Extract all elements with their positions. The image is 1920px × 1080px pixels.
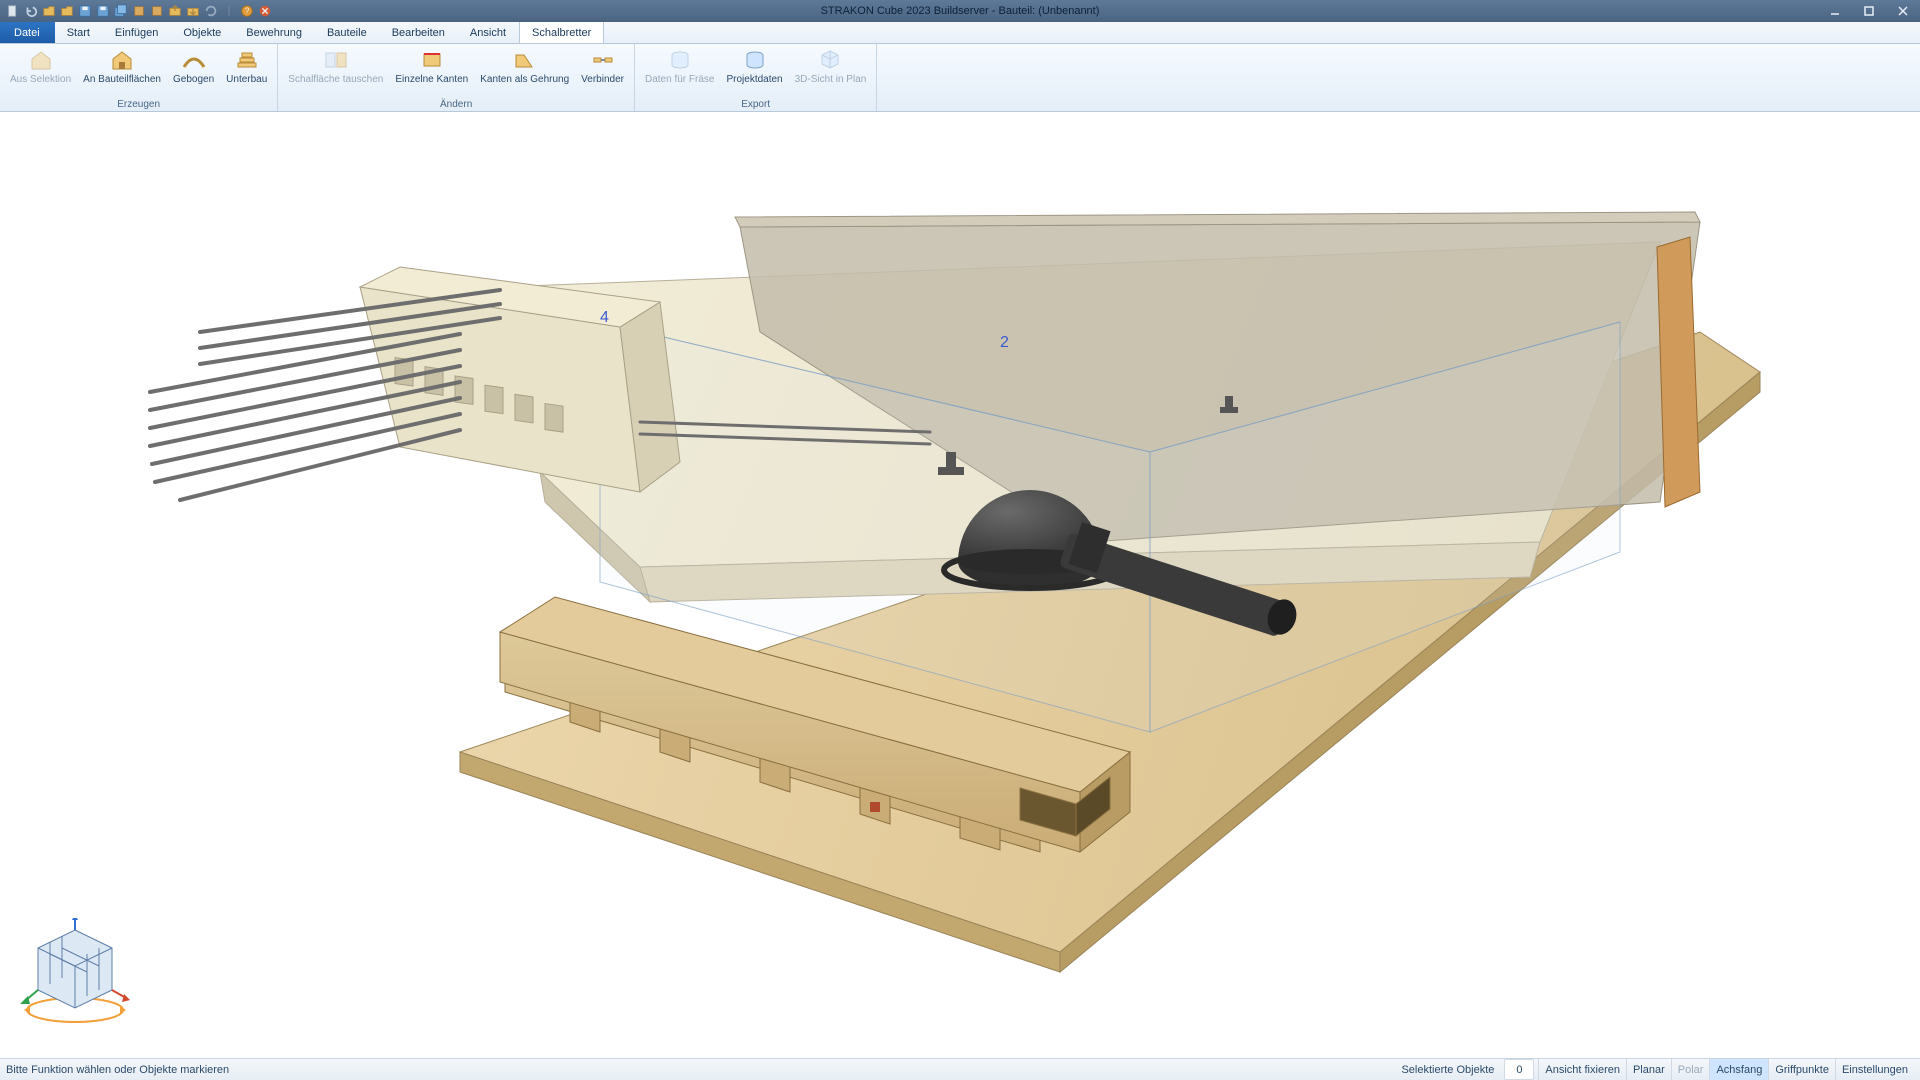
qat-undo-icon[interactable]: [24, 4, 38, 18]
svg-text:?: ?: [245, 7, 250, 16]
axis-marker-2: 2: [1000, 334, 1009, 351]
quick-access-toolbar: ?: [0, 4, 272, 18]
maximize-button[interactable]: [1852, 0, 1886, 22]
minimize-button[interactable]: [1818, 0, 1852, 22]
tab-einfuegen[interactable]: Einfügen: [103, 22, 171, 43]
qat-save-icon[interactable]: [78, 4, 92, 18]
window-title: STRAKON Cube 2023 Buildserver - Bauteil:…: [821, 5, 1100, 17]
ribbon-group-export: Daten für Fräse Projektdaten 3D-Sicht in…: [635, 44, 877, 111]
tab-ansicht[interactable]: Ansicht: [458, 22, 519, 43]
ribbon-group-erzeugen: Aus Selektion An Bauteilflächen Gebogen …: [0, 44, 278, 111]
qat-saveall-icon[interactable]: [114, 4, 128, 18]
viewcube[interactable]: [20, 918, 130, 1028]
rbtn-an-bauteilflaechen[interactable]: An Bauteilflächen: [77, 46, 167, 99]
arc-icon: [180, 48, 208, 72]
rbtn-verbinder[interactable]: Verbinder: [575, 46, 630, 99]
titlebar: ? STRAKON Cube 2023 Buildserver - Bautei…: [0, 0, 1920, 22]
tab-bewehrung[interactable]: Bewehrung: [234, 22, 315, 43]
qat-open-icon[interactable]: [42, 4, 56, 18]
rbtn-label: Daten für Fräse: [645, 74, 714, 85]
rbtn-label: Projektdaten: [726, 74, 782, 85]
group-label: Erzeugen: [4, 99, 273, 111]
rbtn-aus-selektion[interactable]: Aus Selektion: [4, 46, 77, 99]
group-label: Ändern: [282, 99, 630, 111]
status-ansicht-fixieren[interactable]: Ansicht fixieren: [1538, 1059, 1626, 1080]
cube-icon: [816, 48, 844, 72]
tab-file[interactable]: Datei: [0, 22, 55, 43]
data-icon: [666, 48, 694, 72]
qat-saveas-icon[interactable]: [96, 4, 110, 18]
status-planar[interactable]: Planar: [1626, 1059, 1671, 1080]
status-einstellungen[interactable]: Einstellungen: [1835, 1059, 1914, 1080]
rbtn-label: Schalfläche tauschen: [288, 74, 383, 85]
rbtn-label: Aus Selektion: [10, 74, 71, 85]
stack-icon: [233, 48, 261, 72]
status-selected-label: Selektierte Objekte: [1395, 1059, 1500, 1080]
qat-import-icon[interactable]: [186, 4, 200, 18]
ribbon-group-aendern: Schalfläche tauschen Einzelne Kanten Kan…: [278, 44, 635, 111]
edge-icon: [418, 48, 446, 72]
qat-export-icon[interactable]: [168, 4, 182, 18]
rbtn-label: Unterbau: [226, 74, 267, 85]
viewport-3d[interactable]: 4 2: [0, 112, 1920, 1058]
rbtn-einzelne-kanten[interactable]: Einzelne Kanten: [389, 46, 474, 99]
qat-close-doc-icon[interactable]: [258, 4, 272, 18]
rbtn-projektdaten[interactable]: Projektdaten: [720, 46, 788, 99]
rbtn-label: Einzelne Kanten: [395, 74, 468, 85]
connector-icon: [589, 48, 617, 72]
swap-icon: [322, 48, 350, 72]
rbtn-kanten-als-gehrung[interactable]: Kanten als Gehrung: [474, 46, 575, 99]
rbtn-daten-fuer-fraese[interactable]: Daten für Fräse: [639, 46, 720, 99]
window-controls: [1818, 0, 1920, 22]
qat-icon-a[interactable]: [132, 4, 146, 18]
qat-refresh-icon[interactable]: [204, 4, 218, 18]
tab-objekte[interactable]: Objekte: [171, 22, 234, 43]
status-achsfang[interactable]: Achsfang: [1709, 1059, 1768, 1080]
rbtn-label: Verbinder: [581, 74, 624, 85]
rbtn-label: Gebogen: [173, 74, 214, 85]
axis-marker-1: 4: [600, 309, 609, 326]
status-griffpunkte[interactable]: Griffpunkte: [1768, 1059, 1835, 1080]
rbtn-gebogen[interactable]: Gebogen: [167, 46, 220, 99]
qat-sep: [222, 4, 236, 18]
rbtn-unterbau[interactable]: Unterbau: [220, 46, 273, 99]
rbtn-schalflaeche-tauschen[interactable]: Schalfläche tauschen: [282, 46, 389, 99]
tab-bearbeiten[interactable]: Bearbeiten: [380, 22, 458, 43]
group-label: Export: [639, 99, 872, 111]
tab-start[interactable]: Start: [55, 22, 103, 43]
rbtn-label: An Bauteilflächen: [83, 74, 161, 85]
qat-new-icon[interactable]: [6, 4, 20, 18]
ribbon: Aus Selektion An Bauteilflächen Gebogen …: [0, 44, 1920, 112]
tab-schalbretter[interactable]: Schalbretter: [519, 22, 604, 43]
house-icon: [108, 48, 136, 72]
wall-end-plate: [1657, 237, 1700, 507]
statusbar: Bitte Funktion wählen oder Objekte marki…: [0, 1058, 1920, 1080]
status-polar[interactable]: Polar: [1671, 1059, 1710, 1080]
qat-help-icon[interactable]: ?: [240, 4, 254, 18]
rbtn-label: 3D-Sicht in Plan: [795, 74, 867, 85]
status-selected-count: 0: [1504, 1059, 1534, 1080]
house-icon: [27, 48, 55, 72]
tab-bauteile[interactable]: Bauteile: [315, 22, 380, 43]
qat-open2-icon[interactable]: [60, 4, 74, 18]
qat-icon-b[interactable]: [150, 4, 164, 18]
miter-icon: [511, 48, 539, 72]
rbtn-3d-sicht-in-plan[interactable]: 3D-Sicht in Plan: [789, 46, 873, 99]
left-block: [360, 267, 680, 492]
data-icon: [741, 48, 769, 72]
close-button[interactable]: [1886, 0, 1920, 22]
status-hint: Bitte Funktion wählen oder Objekte marki…: [6, 1064, 229, 1076]
rbtn-label: Kanten als Gehrung: [480, 74, 569, 85]
menu-tabs: Datei Start Einfügen Objekte Bewehrung B…: [0, 22, 1920, 44]
